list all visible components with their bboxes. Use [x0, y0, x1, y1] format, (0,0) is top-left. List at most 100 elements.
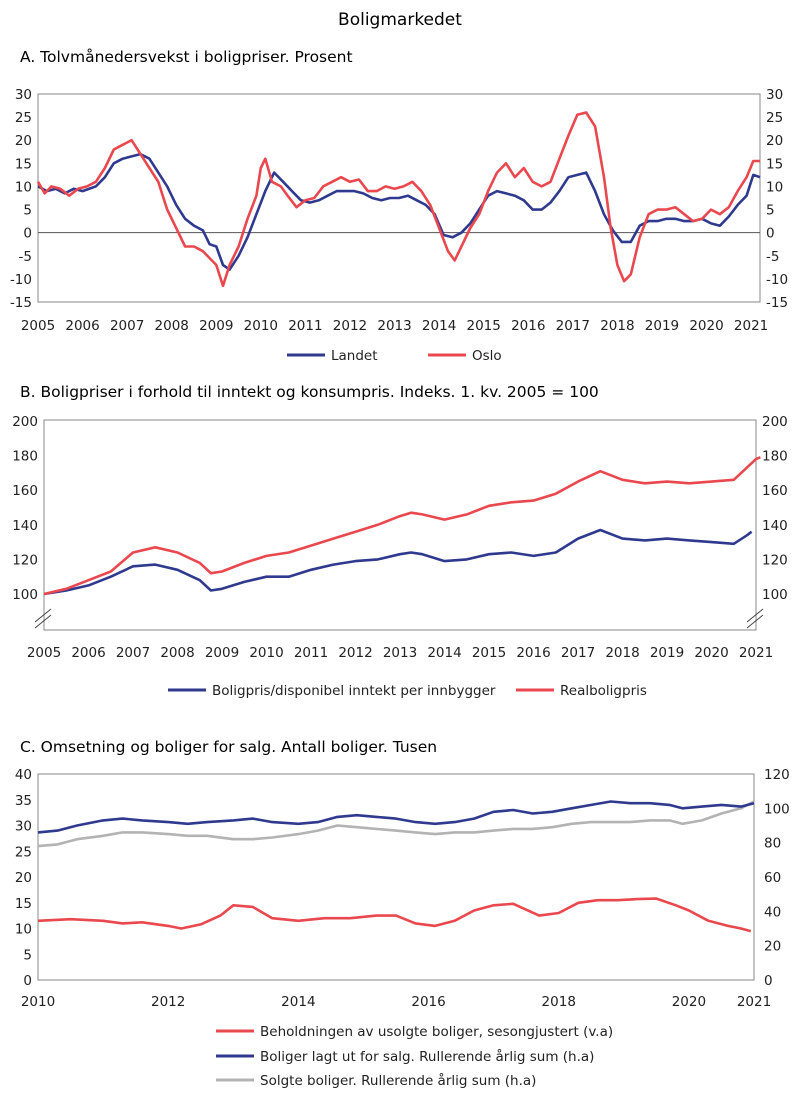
panel-a-ytick-right: 0 — [766, 226, 775, 242]
panel-b-xtick: 2013 — [383, 645, 417, 661]
panel-c-ytick-right: 80 — [764, 836, 781, 852]
panel-b-xtick: 2020 — [694, 645, 728, 661]
panel-a-plot-frame — [37, 93, 761, 303]
panel-b-ytick-right: 160 — [762, 483, 788, 499]
panel-b-xtick: 2005 — [27, 645, 61, 661]
panel-b-xtick: 2019 — [650, 645, 684, 661]
panel-b-ytick-left: 200 — [12, 414, 38, 430]
panel-a-series-landet — [37, 152, 761, 271]
panel-b-xtick: 2010 — [249, 645, 283, 661]
panel-c-ytick-left: 30 — [15, 819, 32, 835]
panel-b-series-realboligpris — [43, 456, 761, 596]
panel-c-xtick: 2016 — [411, 994, 445, 1010]
panel-b-axis-break-left — [34, 614, 52, 629]
panel-c-ytick-right: 100 — [764, 801, 790, 817]
panel-c-ytick-left: 0 — [23, 973, 32, 989]
panel-b-ytick-left: 140 — [12, 518, 38, 534]
panel-c-xtick: 2021 — [737, 994, 771, 1010]
panel-a-xtick: 2008 — [155, 318, 189, 334]
panel-c-ytick-left: 5 — [23, 947, 32, 963]
panel-b-xtick: 2012 — [338, 645, 372, 661]
panel-b-xtick: 2007 — [116, 645, 150, 661]
panel-a-ytick-left: -10 — [10, 272, 32, 288]
panel-a-xtick: 2015 — [466, 318, 500, 334]
panel-c-series-beholdningen-av-usolgte-boliger-sesongjustert-v-a — [37, 897, 752, 933]
panel-c-ytick-left: 15 — [15, 896, 32, 912]
panel-a-ytick-right: 30 — [766, 87, 783, 103]
panel-b-ytick-right: 200 — [762, 414, 788, 430]
panel-a-xtick: 2011 — [288, 318, 322, 334]
panel-a-xtick: 2006 — [65, 318, 99, 334]
panel-a-ytick-left: 10 — [15, 179, 32, 195]
panel-b-axis-break-right — [746, 608, 764, 623]
panel-b-legend-label: Boligpris/disponibel inntekt per innbygg… — [212, 683, 496, 699]
panel-a-xtick: 2019 — [645, 318, 679, 334]
panel-c-legend-label: Beholdningen av usolgte boliger, sesongj… — [260, 1024, 613, 1040]
panel-a-ytick-left: 30 — [15, 87, 32, 103]
panel-a-ytick-right: 25 — [766, 110, 783, 126]
panel-b-axis-break-left — [34, 608, 52, 623]
panel-b-ytick-left: 160 — [12, 483, 38, 499]
panel-c-ytick-left: 40 — [15, 767, 32, 783]
panel-c-chart: 40 35 30 25 20 15 10 5 0 120 100 80 60 40 20 0 2010 2012 2… — [15, 767, 790, 1089]
panel-c-xtick: 2010 — [21, 994, 55, 1010]
panel-b-ytick-left: 120 — [12, 552, 38, 568]
panel-a-ytick-left: -5 — [19, 249, 32, 265]
panel-a-ytick-left: 25 — [15, 110, 32, 126]
panel-a-xtick: 2007 — [110, 318, 144, 334]
panel-a-xtick: 2005 — [21, 318, 55, 334]
panel-a-xtick: 2020 — [689, 318, 723, 334]
panel-a-ytick-left: 20 — [15, 133, 32, 149]
panel-b-xtick: 2021 — [739, 645, 773, 661]
panel-a-ytick-left: -15 — [10, 295, 32, 311]
panel-c-ytick-left: 10 — [15, 922, 32, 938]
panel-c-xtick: 2012 — [151, 994, 185, 1010]
panel-a-xtick: 2016 — [511, 318, 545, 334]
panel-a-ytick-right: -10 — [766, 272, 788, 288]
panel-a-xtick: 2021 — [734, 318, 768, 334]
panel-a-legend-label: Oslo — [472, 348, 502, 364]
panel-b-xtick: 2016 — [516, 645, 550, 661]
panel-b-xtick: 2006 — [71, 645, 105, 661]
panel-c-ytick-right: 20 — [764, 939, 781, 955]
panel-b-ytick-right: 100 — [762, 587, 788, 603]
panel-b-ytick-right: 180 — [762, 449, 788, 465]
panel-c-xtick: 2018 — [542, 994, 576, 1010]
panel-b-xtick: 2018 — [605, 645, 639, 661]
panel-a-ytick-right: 5 — [766, 203, 775, 219]
panel-a-ytick-right: -15 — [766, 295, 788, 311]
panel-b-ytick-left: 180 — [12, 449, 38, 465]
panel-c-xtick: 2020 — [672, 994, 706, 1010]
panel-b-legend-label: Realboligpris — [560, 683, 647, 699]
panel-a-ytick-left: 0 — [23, 226, 32, 242]
panel-c-legend-label: Boliger lagt ut for salg. Rullerende årl… — [260, 1048, 594, 1065]
panel-b-xtick: 2011 — [294, 645, 328, 661]
panel-b-xtick: 2008 — [160, 645, 194, 661]
panel-a-ytick-right: 15 — [766, 156, 783, 172]
panel-c-ytick-right: 120 — [764, 767, 790, 783]
panel-a-ytick-right: 20 — [766, 133, 783, 149]
panel-b-xtick: 2015 — [472, 645, 506, 661]
panel-a-legend-label: Landet — [331, 348, 378, 364]
panel-c-ytick-right: 0 — [764, 973, 773, 989]
panel-b-series-boligpris-disponibel-inntekt-per-innbygger — [43, 528, 753, 596]
panel-c-ytick-left: 25 — [15, 844, 32, 860]
panel-a-ytick-right: 10 — [766, 179, 783, 195]
panel-a-xtick: 2017 — [556, 318, 590, 334]
panel-b-xtick: 2014 — [427, 645, 461, 661]
panel-c-ytick-left: 35 — [15, 793, 32, 809]
panel-c-ytick-left: 20 — [15, 870, 32, 886]
panel-c-series-boliger-lagt-ut-for-salg-rullerende-rlig-sum-h-a — [37, 800, 755, 834]
panel-b-xtick: 2009 — [205, 645, 239, 661]
panel-c-legend-label: Solgte boliger. Rullerende årlig sum (h.… — [260, 1072, 536, 1089]
panel-c-title: C. Omsetning og boliger for salg. Antall… — [20, 738, 437, 756]
panel-c-plot-frame — [37, 773, 755, 981]
panel-b-xtick: 2017 — [561, 645, 595, 661]
panel-a-xtick: 2012 — [333, 318, 367, 334]
panel-b-ytick-right: 140 — [762, 518, 788, 534]
panel-a-title: A. Tolvmånedersvekst i boligpriser. Pros… — [20, 48, 353, 66]
panel-b-title: B. Boligpriser i forhold til inntekt og … — [20, 383, 599, 401]
panel-a-ytick-left: 5 — [23, 203, 32, 219]
panel-b-axis-break-right — [746, 614, 764, 629]
